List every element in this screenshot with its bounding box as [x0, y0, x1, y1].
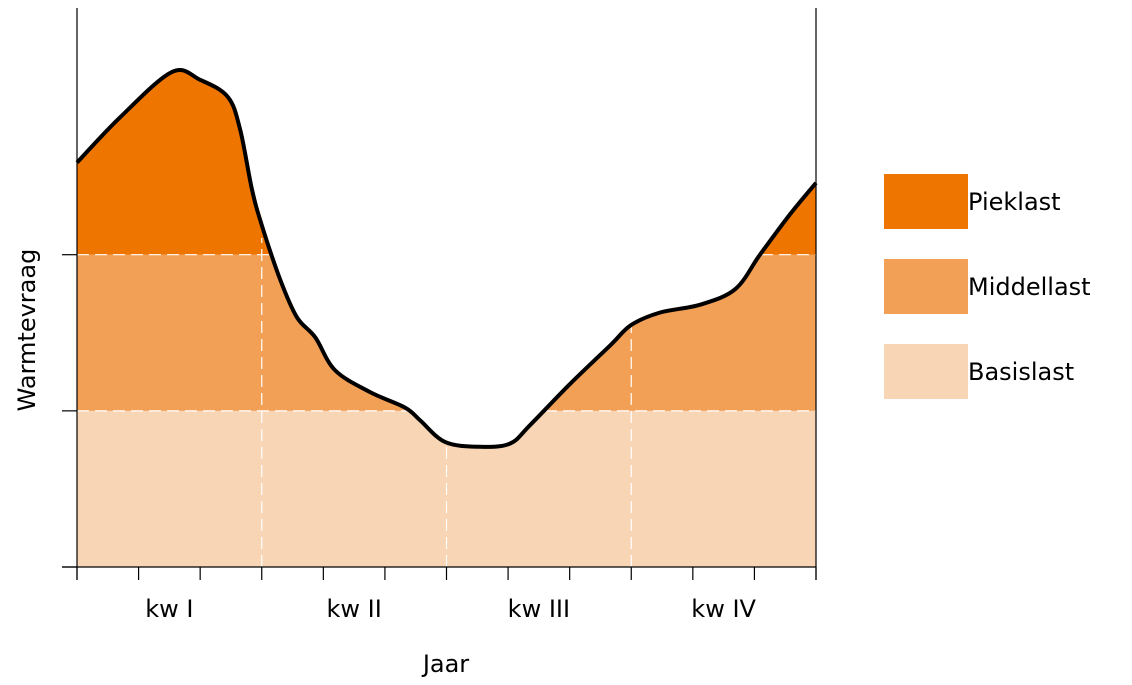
y-axis-label: Warmtevraag: [13, 249, 41, 412]
x-axis-label: Jaar: [421, 650, 469, 678]
legend-swatch: [884, 174, 968, 229]
legend-swatch: [884, 344, 968, 399]
x-tick-label: kw I: [145, 595, 193, 623]
x-tick-label: kw IV: [691, 595, 756, 623]
legend-label: Middellast: [968, 273, 1091, 301]
legend-label: Basislast: [968, 358, 1074, 386]
legend-swatch: [884, 259, 968, 314]
x-tick-label: kw III: [508, 595, 570, 623]
area-band: [77, 70, 816, 255]
x-tick-label: kw II: [326, 595, 381, 623]
legend-label: Pieklast: [968, 188, 1061, 216]
demand-line: [75, 68, 818, 449]
